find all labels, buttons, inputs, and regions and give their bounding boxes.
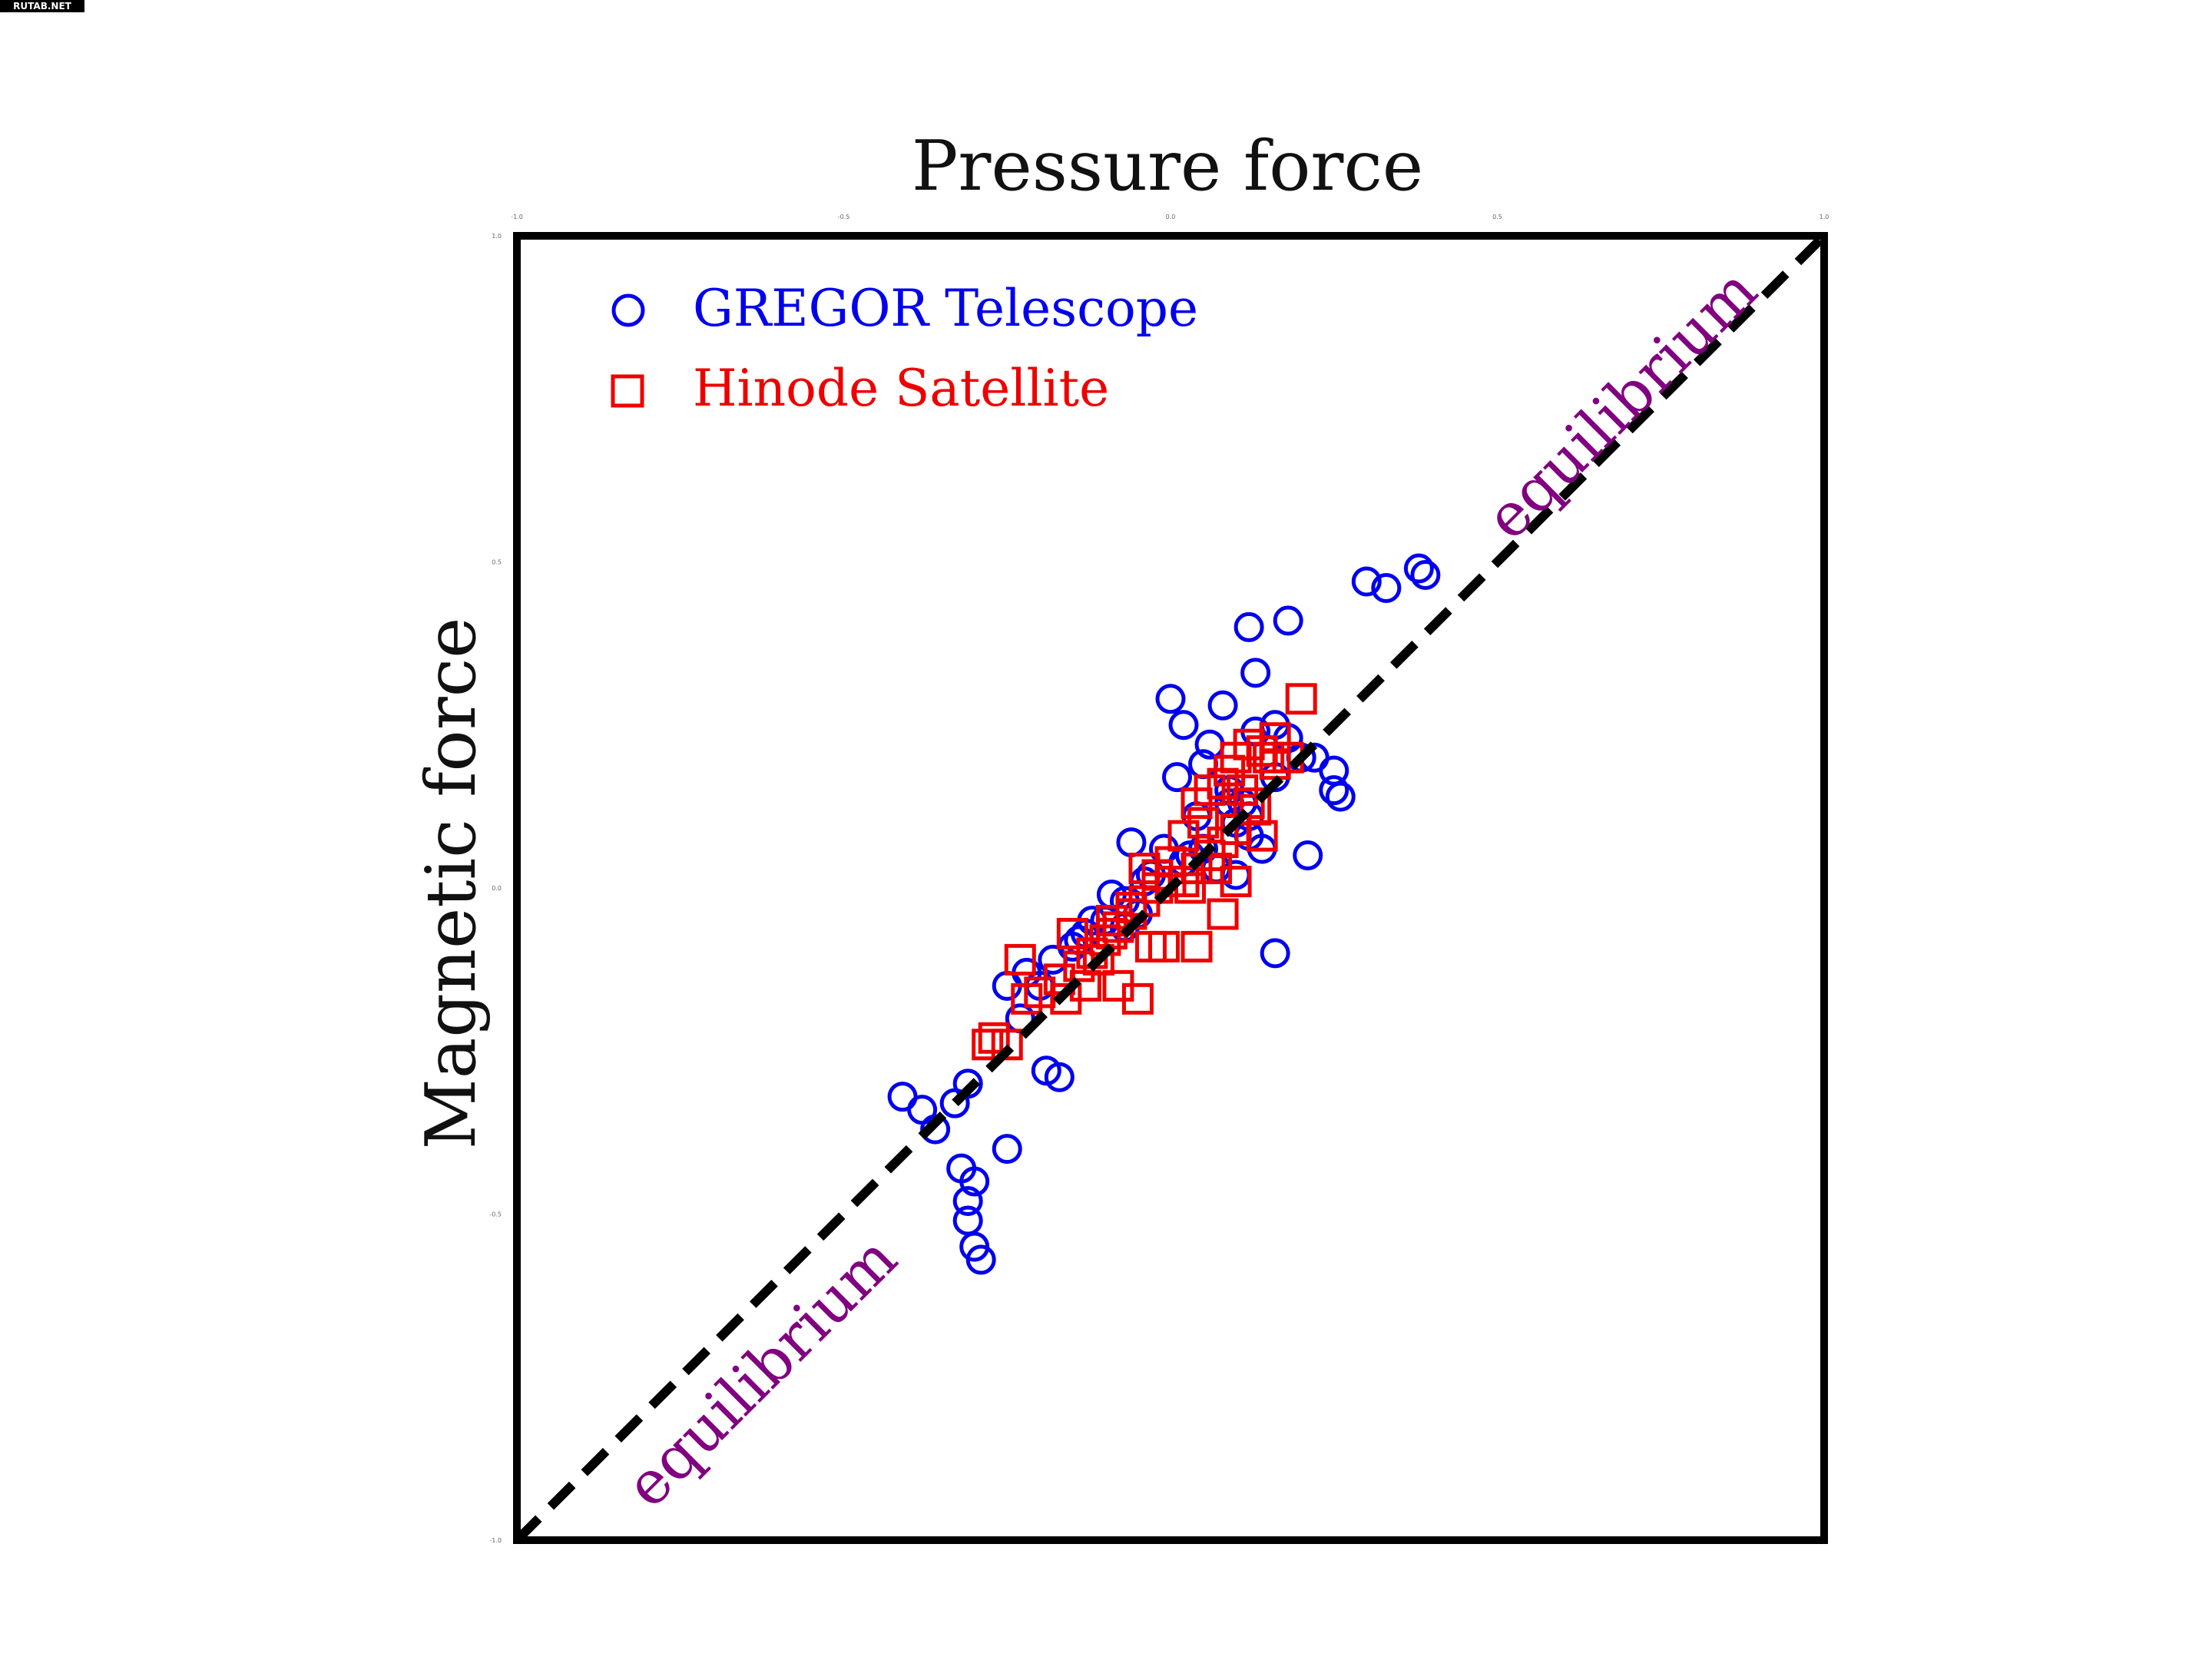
equilibrium-annotation-lower: equilibrium — [613, 1224, 910, 1521]
hinode-point — [1056, 917, 1088, 949]
hinode-point — [1214, 754, 1246, 787]
plot-area: -1.0 -0.5 0.0 0.5 1.0 1.0 0.5 0.0 -0.5 -1.0 equili… — [489, 214, 1829, 1544]
gregor-point — [992, 1134, 1022, 1165]
legend-marker-gregor — [611, 293, 645, 327]
gregor-point — [1371, 572, 1402, 603]
gregor-point — [1155, 684, 1186, 714]
hinode-point — [1050, 982, 1082, 1015]
hinode-point — [972, 1029, 1004, 1061]
equilibrium-annotation-upper: equilibrium — [1473, 256, 1770, 553]
hinode-point — [1102, 969, 1134, 1002]
hinode-point — [1207, 898, 1239, 930]
hinode-point — [1011, 982, 1043, 1015]
watermark-label: RUTAB.NET — [0, 0, 84, 12]
gregor-point — [1240, 658, 1271, 688]
gregor-point — [1044, 1062, 1075, 1092]
legend-label-gregor: GREGOR Telescope — [693, 279, 1198, 338]
gregor-point — [939, 1088, 970, 1118]
hinode-point — [1004, 943, 1036, 976]
hinode-point — [1181, 787, 1213, 820]
hinode-point — [1128, 853, 1161, 885]
gregor-point — [959, 1166, 990, 1197]
legend-label-hinode: Hinode Satellite — [693, 359, 1109, 418]
y-tick-label: 1.0 — [492, 233, 502, 240]
gregor-point — [1168, 710, 1199, 741]
gregor-point — [1351, 566, 1382, 597]
hinode-point — [1181, 930, 1213, 963]
gregor-point — [1162, 762, 1193, 793]
gregor-point — [1207, 690, 1238, 721]
hinode-point — [978, 1022, 1010, 1054]
y-tick-label: 0.0 — [492, 885, 502, 892]
legend-marker-hinode — [611, 374, 644, 408]
gregor-point — [965, 1244, 996, 1275]
hinode-point — [1200, 853, 1233, 885]
hinode-point — [1082, 943, 1114, 976]
gregor-point — [1116, 827, 1147, 858]
gregor-point — [1319, 775, 1349, 806]
gregor-point — [1293, 840, 1323, 871]
gregor-point — [1233, 611, 1264, 642]
chart-title: Pressure force — [912, 126, 1423, 207]
hinode-point — [1134, 930, 1167, 963]
hinode-point — [1285, 683, 1317, 715]
y-tick-label: -1.0 — [489, 1537, 502, 1544]
x-tick-label: 1.0 — [1820, 214, 1830, 220]
x-tick-label: 0.5 — [1492, 214, 1502, 220]
gregor-point — [1403, 553, 1434, 584]
gregor-point — [1410, 559, 1441, 590]
gregor-point — [887, 1082, 918, 1112]
x-tick-label: -0.5 — [838, 214, 850, 220]
x-tick-label: -1.0 — [511, 214, 523, 220]
y-tick-label: 0.5 — [492, 559, 502, 566]
plot-frame — [513, 232, 1828, 1544]
y-axis-label: Magnetic force — [411, 618, 492, 1150]
equilibrium-line — [513, 232, 1828, 1544]
hinode-point — [1233, 787, 1265, 820]
gregor-point — [1325, 781, 1356, 812]
gregor-point — [1260, 938, 1290, 969]
gregor-point — [952, 1186, 983, 1217]
hinode-point — [1174, 872, 1207, 904]
gregor-point — [952, 1205, 983, 1236]
gregor-point — [1273, 605, 1303, 636]
x-tick-label: 0.0 — [1166, 214, 1176, 220]
y-tick-label: -0.5 — [489, 1211, 502, 1218]
